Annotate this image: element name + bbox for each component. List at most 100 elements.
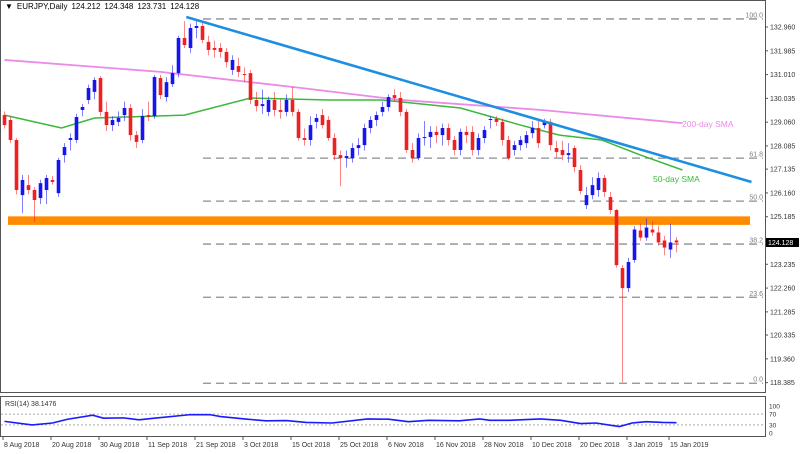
- candle-body: [518, 139, 523, 146]
- candle-body: [272, 99, 277, 110]
- candle-body: [650, 229, 655, 233]
- candle-body: [98, 77, 103, 112]
- candle-body: [434, 131, 439, 136]
- candle-body: [566, 153, 571, 156]
- candle-body: [530, 128, 535, 134]
- rsi-line: [4, 413, 677, 428]
- candle-body: [476, 138, 481, 150]
- price-tick-label: 121.285: [770, 309, 795, 316]
- sma200-line: [4, 59, 683, 125]
- candle-body: [668, 242, 673, 250]
- price-tick-label: 126.160: [770, 190, 795, 197]
- current-price-box: [766, 238, 799, 248]
- candle-body: [644, 227, 649, 238]
- candle-body: [152, 77, 157, 117]
- date-label: 30 Aug 2018: [100, 442, 139, 449]
- fib-level-label: 100.0: [745, 12, 763, 19]
- price-tick-label: 131.010: [770, 72, 795, 79]
- candle-body: [338, 155, 343, 159]
- symbol-label: EURJPY,Daily: [16, 2, 68, 11]
- candle-body: [542, 121, 547, 126]
- candle-body: [242, 74, 247, 76]
- candle-body: [656, 232, 661, 243]
- high-value: 124.348: [104, 2, 134, 11]
- candle-body: [638, 230, 643, 238]
- candle-body: [314, 118, 319, 122]
- candle-body: [122, 108, 127, 116]
- candle-body: [578, 169, 583, 191]
- candle-body: [458, 131, 463, 150]
- candle-body: [308, 125, 313, 140]
- candle-body: [140, 116, 145, 140]
- candle-body: [290, 99, 295, 112]
- candle-body: [326, 119, 331, 139]
- candle-body: [608, 197, 613, 210]
- rsi-label: RSI(14) 38.1476: [5, 401, 56, 408]
- fib-level-label: 23.6: [749, 291, 763, 298]
- collapse-arrow-icon[interactable]: ▼: [5, 2, 13, 11]
- candle-body: [14, 139, 19, 190]
- candle-body: [296, 111, 301, 139]
- candle-body: [26, 185, 31, 190]
- rsi-panel-frame: [0, 396, 766, 437]
- price-tick-label: 123.235: [770, 262, 795, 269]
- open-value: 124.212: [71, 2, 101, 11]
- candle-body: [332, 138, 337, 156]
- rsi-axis-label: 100: [769, 404, 780, 411]
- candle-body: [80, 107, 85, 110]
- date-label: 11 Sep 2018: [148, 442, 187, 449]
- candle-body: [86, 88, 91, 100]
- candle-body: [632, 229, 637, 261]
- current-price-label: 124.128: [768, 240, 793, 247]
- candle-body: [200, 26, 205, 40]
- price-tick-label: 118.385: [770, 380, 795, 387]
- price-tick-label: 130.035: [770, 96, 795, 103]
- candle-body: [560, 149, 565, 156]
- candle-body: [590, 185, 595, 196]
- candle-body: [524, 135, 529, 144]
- candle-body: [620, 268, 625, 289]
- candle-body: [50, 179, 55, 182]
- candle-body: [224, 51, 229, 63]
- price-tick-label: 120.335: [770, 333, 795, 340]
- candle-body: [464, 131, 469, 136]
- date-label: 20 Aug 2018: [52, 442, 91, 449]
- sma50-label: 50-day SMA: [653, 174, 700, 184]
- price-tick-label: 119.360: [770, 356, 795, 363]
- date-label: 3 Oct 2018: [244, 442, 278, 449]
- date-label: 10 Dec 2018: [532, 442, 572, 449]
- candle-body: [482, 129, 487, 139]
- fib-level-label: 61.8: [749, 152, 763, 159]
- candle-body: [410, 149, 415, 159]
- candle-body: [662, 240, 667, 248]
- price-tick-label: 127.135: [770, 167, 795, 174]
- close-value: 124.128: [170, 2, 200, 11]
- low-value: 123.731: [137, 2, 167, 11]
- candle-body: [302, 138, 307, 140]
- candle-body: [446, 128, 451, 140]
- candle-body: [350, 148, 355, 159]
- candle-body: [626, 261, 631, 289]
- candle-body: [188, 27, 193, 48]
- resistance-zone: [8, 216, 750, 225]
- candle-body: [62, 147, 67, 156]
- candle-body: [20, 179, 25, 196]
- candle-body: [596, 178, 601, 190]
- candle-body: [170, 73, 175, 85]
- date-label: 8 Aug 2018: [4, 442, 40, 449]
- candle-body: [254, 99, 259, 107]
- rsi-axis-label: 30: [769, 422, 777, 429]
- candle-body: [104, 111, 109, 126]
- candle-body: [368, 119, 373, 129]
- candle-body: [236, 66, 241, 72]
- candle-body: [356, 145, 361, 149]
- date-label: 28 Nov 2018: [484, 442, 524, 449]
- candle-body: [284, 99, 289, 112]
- trendline: [185, 15, 752, 184]
- candle-body: [554, 148, 559, 152]
- rsi-axis-label: 70: [769, 412, 777, 419]
- candle-body: [470, 131, 475, 150]
- price-tick-label: 128.085: [770, 143, 795, 150]
- candle-body: [74, 117, 79, 140]
